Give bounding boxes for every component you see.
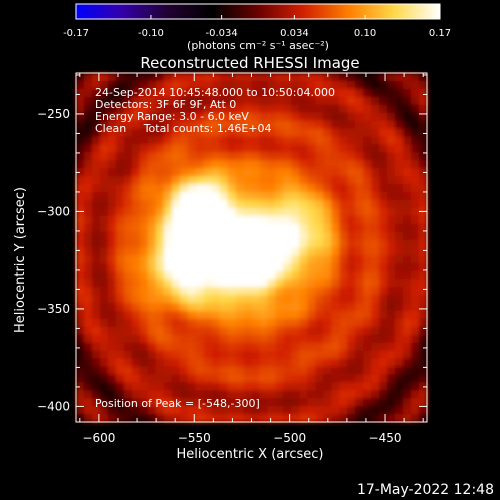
x-tick-label: −500 bbox=[273, 431, 306, 445]
colorbar-tick-label: -0.034 bbox=[205, 28, 237, 39]
colorbar-tick-label: 0.10 bbox=[354, 28, 376, 39]
heatmap-image bbox=[76, 73, 428, 423]
colorbar bbox=[75, 3, 441, 20]
info-line-2: Detectors: 3F 6F 9F, Att 0 bbox=[95, 98, 237, 111]
colorbar-tick-label: -0.17 bbox=[63, 28, 89, 39]
x-axis-label: Heliocentric X (arcsec) bbox=[177, 447, 324, 462]
peak-position-label: Position of Peak = [-548,-300] bbox=[95, 397, 260, 410]
x-tick-label: −600 bbox=[82, 431, 115, 445]
colorbar-units-label: (photons cm⁻² s⁻¹ asec⁻²) bbox=[187, 39, 329, 52]
colorbar-tick-label: 0.034 bbox=[280, 28, 309, 39]
y-tick-label: −300 bbox=[37, 204, 70, 218]
info-line-3: Energy Range: 3.0 - 6.0 keV bbox=[95, 110, 249, 123]
x-tick-label: −550 bbox=[178, 431, 211, 445]
info-line-1: 24-Sep-2014 10:45:48.000 to 10:50:04.000 bbox=[95, 86, 335, 99]
colorbar-ticks: -0.17 -0.10 -0.034 0.034 0.10 0.17 bbox=[63, 15, 451, 39]
y-axis-label: Heliocentric Y (arcsec) bbox=[13, 187, 28, 333]
colorbar-tick-label: -0.10 bbox=[138, 28, 164, 39]
info-line-4: Clean Total counts: 1.46E+04 bbox=[95, 122, 272, 135]
plot-axes: −600 −550 −500 −450 −250 −300 −350 −400 bbox=[37, 73, 427, 445]
y-tick-label: −350 bbox=[37, 302, 70, 316]
footer-timestamp: 17-May-2022 12:48 bbox=[357, 482, 494, 498]
colorbar-tick-label: 0.17 bbox=[429, 28, 451, 39]
y-tick-label: −250 bbox=[37, 107, 70, 121]
y-tick-label: −400 bbox=[37, 399, 70, 413]
x-tick-label: −450 bbox=[369, 431, 402, 445]
chart-title: Reconstructed RHESSI Image bbox=[140, 54, 359, 72]
